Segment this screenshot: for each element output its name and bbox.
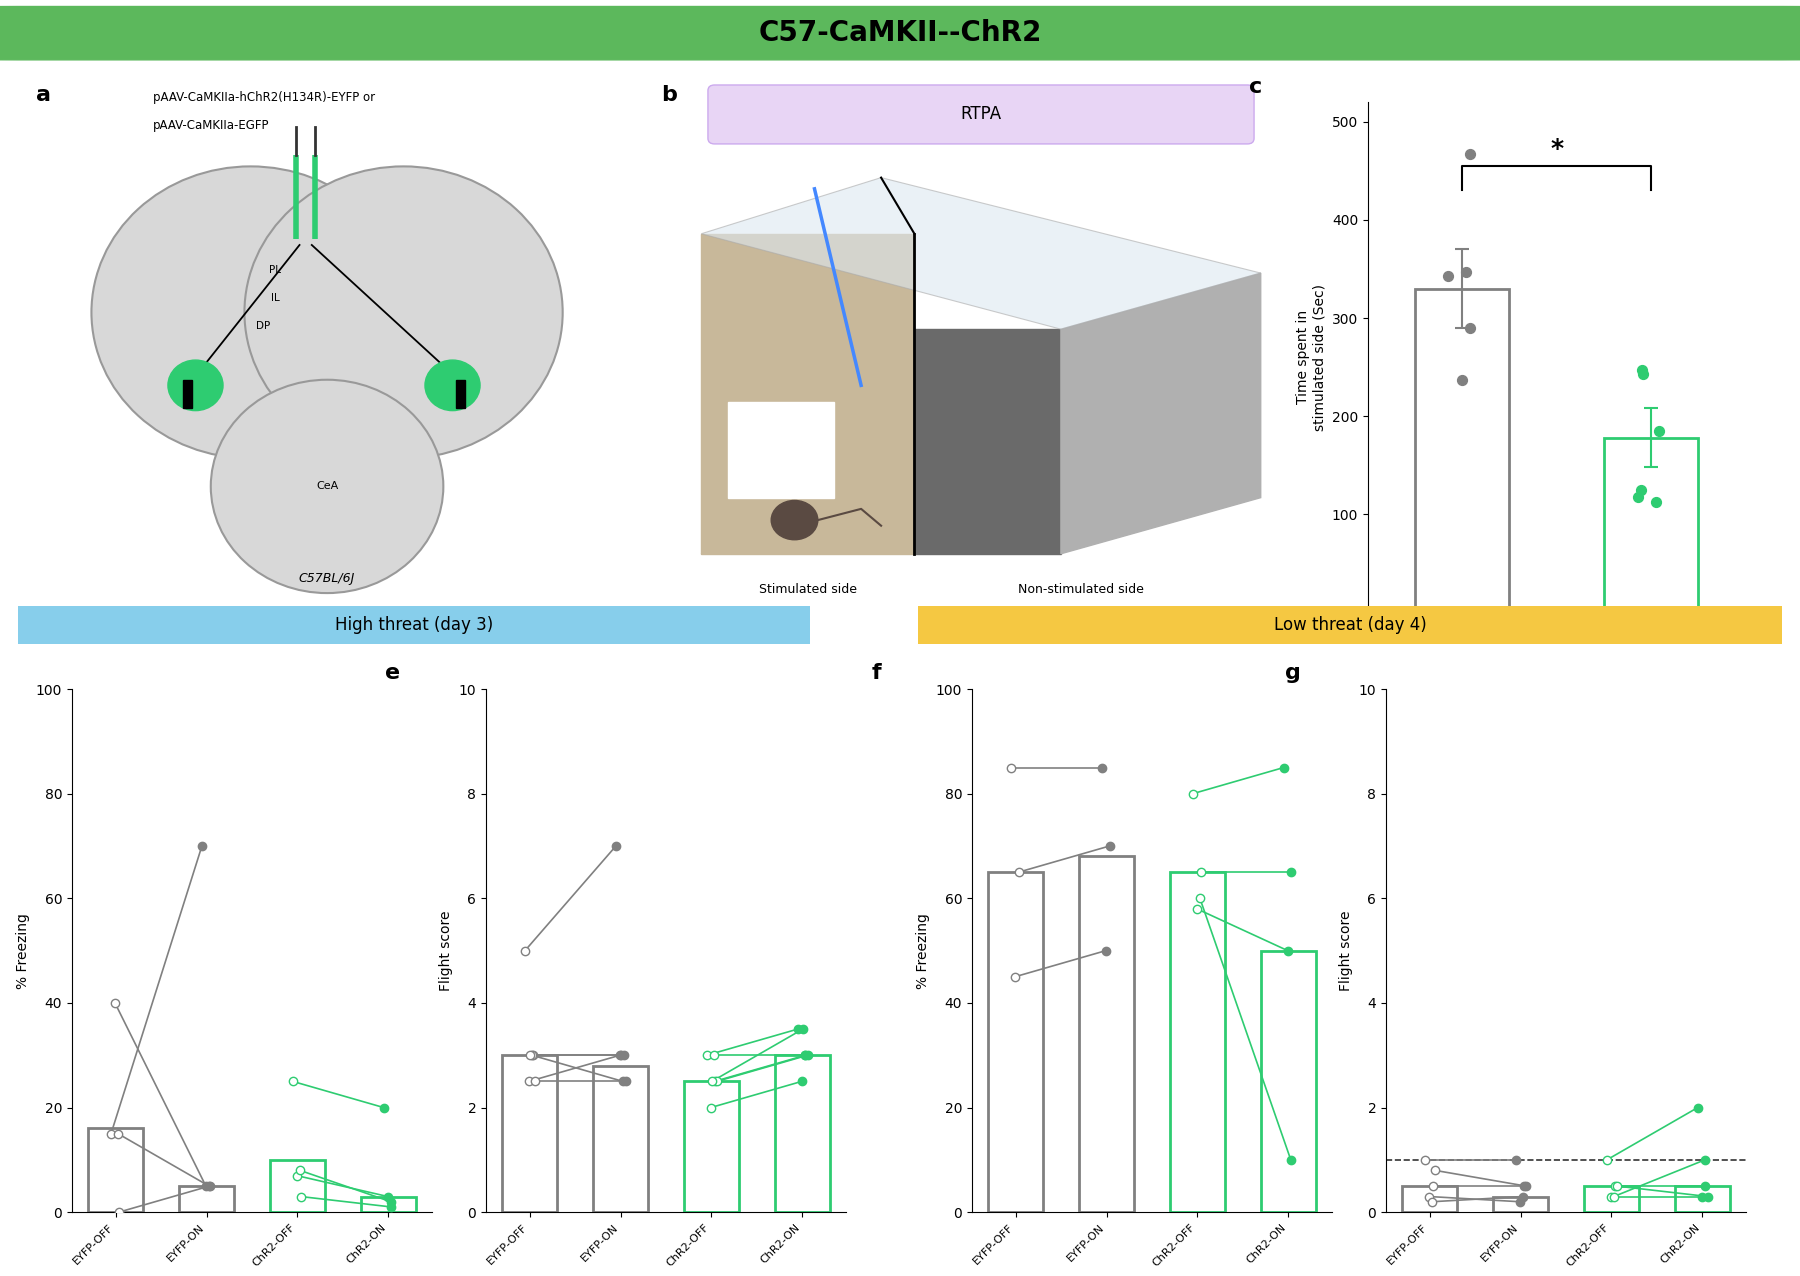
Text: *: *: [1550, 137, 1562, 161]
Text: f: f: [871, 664, 880, 683]
Bar: [1415, 288, 1510, 612]
Point: [1453, 262, 1481, 282]
Y-axis label: % Freezing: % Freezing: [916, 912, 931, 989]
Bar: [1262, 951, 1316, 1212]
Point: [1645, 421, 1674, 441]
Circle shape: [211, 380, 443, 593]
Text: b: b: [661, 85, 677, 105]
Text: DP: DP: [256, 322, 270, 332]
Y-axis label: % Freezing: % Freezing: [16, 912, 31, 989]
Bar: [88, 1128, 142, 1212]
Bar: [180, 1187, 234, 1212]
Bar: [362, 1197, 416, 1212]
Y-axis label: Flight score: Flight score: [439, 910, 454, 991]
Text: c: c: [1249, 77, 1262, 97]
Y-axis label: Flight score: Flight score: [1339, 910, 1354, 991]
Bar: [1170, 873, 1224, 1212]
Bar: [1584, 1187, 1638, 1212]
Circle shape: [425, 360, 481, 411]
Bar: [1080, 856, 1134, 1212]
Bar: [988, 873, 1042, 1212]
Text: IL: IL: [270, 293, 279, 304]
FancyBboxPatch shape: [875, 605, 1800, 646]
Text: g: g: [1285, 664, 1301, 683]
Bar: [1676, 1187, 1730, 1212]
Bar: [594, 1065, 648, 1212]
Bar: [1494, 1197, 1548, 1212]
Bar: [776, 1055, 830, 1212]
Polygon shape: [914, 329, 1060, 554]
Bar: [270, 1160, 324, 1212]
Y-axis label: Time spent in
stimulated side (Sec): Time spent in stimulated side (Sec): [1296, 283, 1327, 431]
Text: CeA: CeA: [317, 481, 338, 491]
Circle shape: [245, 166, 563, 458]
Text: Non-stimulated side: Non-stimulated side: [1019, 583, 1143, 596]
Bar: [184, 380, 193, 408]
Circle shape: [167, 360, 223, 411]
Point: [1456, 318, 1485, 338]
Text: pAAV-CaMKIIa-EGFP: pAAV-CaMKIIa-EGFP: [153, 119, 270, 131]
Polygon shape: [727, 402, 835, 498]
Point: [1447, 370, 1476, 390]
Text: pAAV-CaMKIIa-hChR2(H134R)-EYFP or: pAAV-CaMKIIa-hChR2(H134R)-EYFP or: [153, 91, 374, 103]
Text: High threat (day 3): High threat (day 3): [335, 616, 493, 634]
FancyBboxPatch shape: [0, 605, 850, 646]
Polygon shape: [1060, 273, 1260, 554]
Point: [1627, 480, 1656, 500]
Bar: [1402, 1187, 1456, 1212]
Text: Low threat (day 4): Low threat (day 4): [1274, 616, 1426, 634]
Bar: [684, 1081, 738, 1212]
Circle shape: [770, 500, 817, 540]
Polygon shape: [702, 234, 914, 554]
Text: a: a: [36, 85, 52, 105]
Text: Stimulated side: Stimulated side: [760, 583, 857, 596]
Point: [1624, 486, 1652, 507]
Polygon shape: [702, 177, 1260, 329]
Circle shape: [92, 166, 410, 458]
Point: [1456, 144, 1485, 165]
Text: C57-CaMKII--ChR2: C57-CaMKII--ChR2: [758, 19, 1042, 47]
Point: [1642, 491, 1670, 512]
Text: RTPA: RTPA: [961, 105, 1001, 124]
Point: [1627, 360, 1656, 380]
Point: [1629, 364, 1658, 384]
FancyBboxPatch shape: [707, 85, 1255, 144]
Bar: [1604, 438, 1697, 612]
Text: PL: PL: [268, 265, 281, 276]
Text: C57BL/6J: C57BL/6J: [299, 572, 355, 584]
Polygon shape: [702, 498, 1148, 554]
Text: e: e: [385, 664, 400, 683]
FancyBboxPatch shape: [0, 6, 1800, 60]
Bar: [455, 380, 464, 408]
Bar: [502, 1055, 556, 1212]
Point: [1433, 265, 1462, 286]
